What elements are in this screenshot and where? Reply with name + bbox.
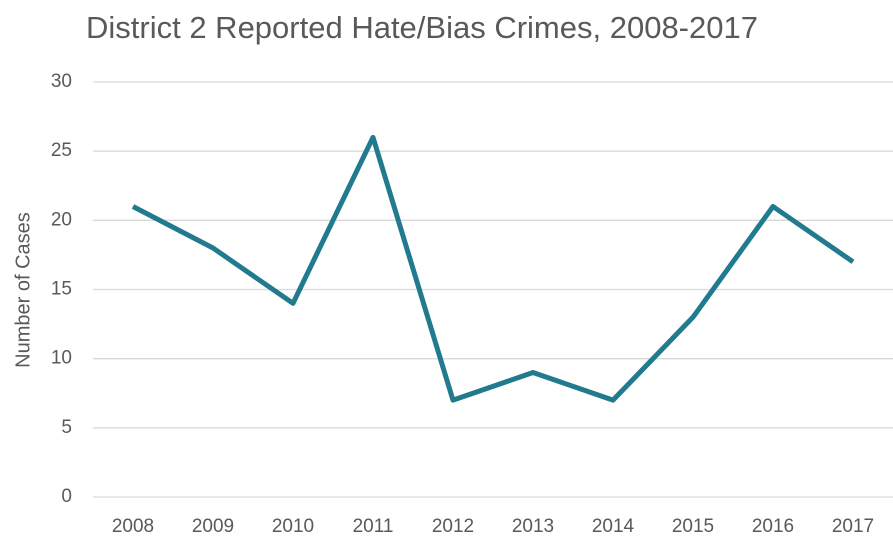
chart-title: District 2 Reported Hate/Bias Crimes, 20… [86,10,758,45]
x-tick-label: 2015 [672,516,714,537]
y-tick-label: 25 [51,140,72,161]
x-tick-label: 2008 [112,516,154,537]
y-tick-label: 5 [61,417,72,438]
x-tick-label: 2014 [592,516,635,537]
data-line [131,134,855,403]
x-tick-label: 2013 [512,516,554,537]
x-tick-label: 2009 [192,516,234,537]
y-tick-label: 0 [61,486,72,507]
x-tick-label: 2012 [432,516,474,537]
x-tick-label: 2016 [752,516,794,537]
x-tick-label: 2010 [272,516,314,537]
y-tick-label: 10 [51,348,72,369]
x-tick-label: 2017 [832,516,874,537]
y-axis-label: Number of Cases [12,212,34,368]
y-tick-label: 20 [51,209,72,230]
x-tick-label: 2011 [353,516,394,537]
y-tick-label: 30 [51,71,72,92]
y-tick-label: 15 [51,279,72,300]
